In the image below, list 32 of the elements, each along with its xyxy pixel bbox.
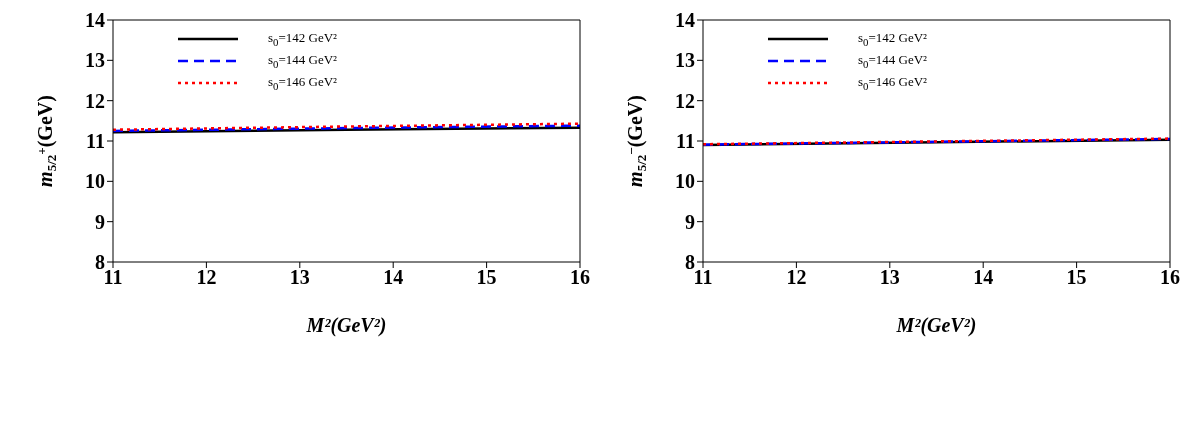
x-tick-label: 16 <box>1160 266 1180 289</box>
y-tick-label: 14 <box>675 9 695 32</box>
y-tick-label: 9 <box>95 210 105 233</box>
x-tick-label: 16 <box>570 266 590 289</box>
legend-label: s$_{0}$=144 GeV² <box>858 52 928 70</box>
y-tick-label: 13 <box>85 49 105 72</box>
x-tick-label: 13 <box>879 266 900 289</box>
x-tick-label: 13 <box>289 266 310 289</box>
x-tick-label: 12 <box>196 266 217 289</box>
x-tick-label: 15 <box>476 266 497 289</box>
y-tick-label: 11 <box>676 130 695 153</box>
x-tick-label: 15 <box>1066 266 1087 289</box>
y-tick-label: 12 <box>675 89 695 112</box>
y-tick-label: 8 <box>685 251 695 274</box>
legend-label: s$_{0}$=146 GeV² <box>858 74 928 92</box>
x-axis-title: M²(GeV²) <box>305 314 387 337</box>
y-tick-label: 10 <box>675 170 695 193</box>
legend-label: s$_{0}$=144 GeV² <box>268 52 338 70</box>
x-axis-title: M²(GeV²) <box>895 314 977 337</box>
y-tick-label: 11 <box>86 130 105 153</box>
y-tick-label: 14 <box>85 9 105 32</box>
y-tick-label: 10 <box>85 170 105 193</box>
legend-label: s$_{0}$=142 GeV² <box>268 30 338 48</box>
x-tick-label: 12 <box>786 266 807 289</box>
x-tick-label: 14 <box>973 266 994 289</box>
legend-label: s$_{0}$=146 GeV² <box>268 74 338 92</box>
y-tick-label: 13 <box>675 49 695 72</box>
y-tick-label: 9 <box>685 210 695 233</box>
y-tick-label: 8 <box>95 251 105 274</box>
y-tick-label: 12 <box>85 89 105 112</box>
x-tick-label: 14 <box>383 266 404 289</box>
legend-label: s$_{0}$=142 GeV² <box>858 30 928 48</box>
